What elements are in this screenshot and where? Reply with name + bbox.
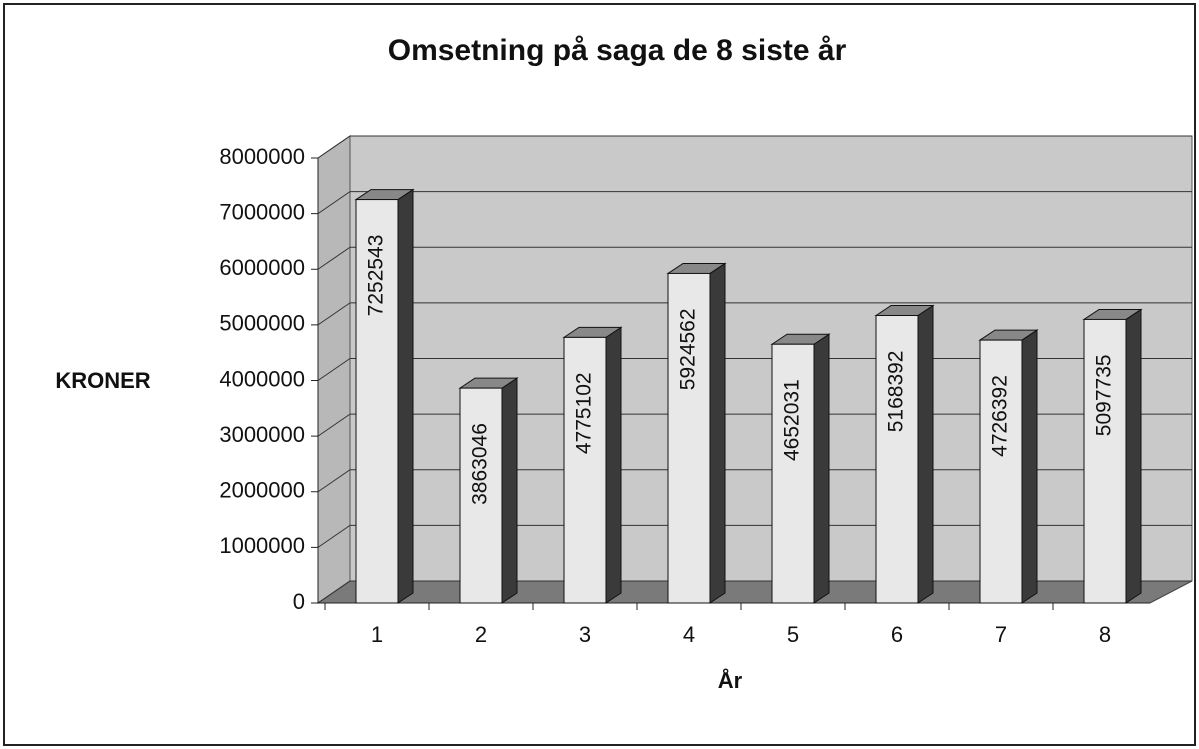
bar — [875, 315, 919, 604]
x-tick-label: 3 — [579, 622, 591, 647]
x-tick-label: 1 — [371, 622, 383, 647]
bar-side — [501, 377, 518, 604]
value-label: 4775102 — [573, 372, 596, 454]
bar — [771, 343, 815, 604]
y-axis-label: KRONER — [55, 368, 150, 393]
bar-side — [917, 304, 934, 604]
value-label: 5168392 — [885, 351, 908, 433]
y-tick-label: 6000000 — [219, 255, 305, 280]
x-tick-label: 2 — [475, 622, 487, 647]
x-tick-label: 8 — [1099, 622, 1111, 647]
value-label: 4726392 — [989, 375, 1012, 457]
bar-side — [709, 262, 726, 604]
y-tick-label: 8000000 — [219, 144, 305, 169]
grid-line — [317, 580, 351, 604]
floor — [316, 580, 1193, 604]
bar-side — [1021, 329, 1038, 604]
grid-line — [317, 302, 351, 326]
x-tick-label: 4 — [683, 622, 695, 647]
grid-line — [317, 135, 351, 159]
bar-side — [813, 333, 830, 604]
bar-side — [605, 326, 622, 604]
bar — [563, 336, 607, 604]
grid-line — [317, 246, 351, 270]
value-label: 7252543 — [365, 235, 388, 317]
x-tick-label: 7 — [995, 622, 1007, 647]
y-tick-label: 5000000 — [219, 311, 305, 336]
y-tick-label: 2000000 — [219, 478, 305, 503]
chart-title: Omsetning på saga de 8 siste år — [388, 34, 847, 67]
x-tick-label: 5 — [787, 622, 799, 647]
grid-line — [317, 469, 351, 493]
bar — [667, 272, 711, 604]
y-tick-label: 0 — [293, 589, 305, 614]
grid-line — [317, 358, 351, 381]
y-tick-label: 1000000 — [219, 533, 305, 558]
value-label: 5924562 — [677, 308, 700, 390]
grid-line — [317, 413, 351, 437]
y-tick-label: 4000000 — [219, 366, 305, 391]
x-axis-label: År — [718, 667, 743, 693]
bar — [459, 387, 503, 604]
bar-side — [397, 188, 414, 604]
grid-line — [317, 524, 351, 548]
bar — [355, 199, 399, 604]
grid-line — [317, 191, 351, 215]
bar — [979, 339, 1023, 604]
bar-side — [1125, 308, 1142, 604]
bar — [1083, 318, 1127, 604]
x-tick-label: 6 — [891, 622, 903, 647]
y-tick-label: 7000000 — [219, 199, 305, 224]
value-label: 4652031 — [781, 379, 804, 461]
y-tick-label: 3000000 — [219, 422, 305, 447]
value-label: 3863046 — [469, 423, 492, 505]
value-label: 5097735 — [1093, 354, 1116, 436]
